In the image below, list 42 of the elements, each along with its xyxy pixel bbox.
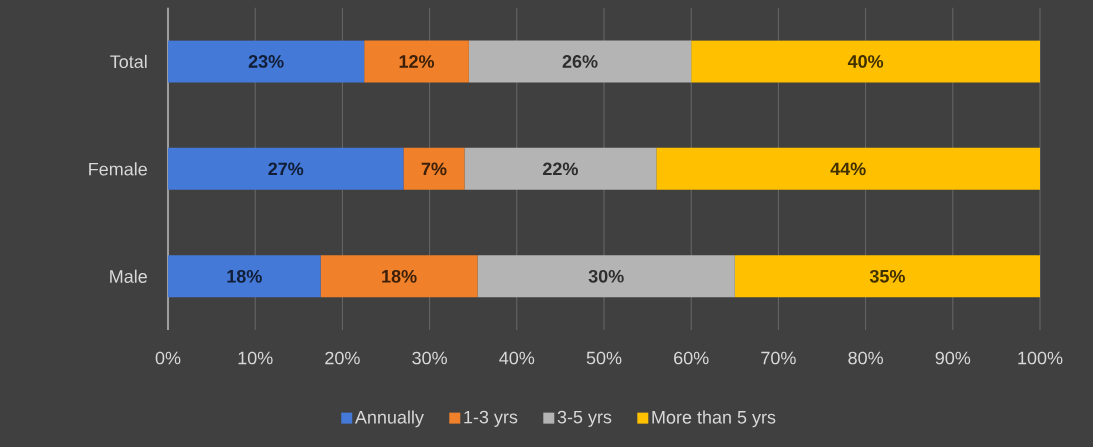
x-tick-label: 70% <box>761 351 796 365</box>
x-tick-label: 50% <box>586 351 622 365</box>
x-tick-label: 60% <box>674 351 709 365</box>
data-label: 27% <box>268 162 304 176</box>
data-label: 22% <box>543 162 578 176</box>
data-label: 44% <box>830 162 866 176</box>
data-label: 30% <box>588 269 624 283</box>
bar <box>364 40 469 83</box>
x-tick-label: 90% <box>935 351 971 365</box>
bar <box>734 255 1041 298</box>
y-tick-label: Male <box>110 269 147 283</box>
data-label: 26% <box>562 55 598 68</box>
bar <box>168 40 365 83</box>
x-tick-label: 100% <box>1018 351 1063 365</box>
data-label: 12% <box>399 55 435 68</box>
legend-label: More than 5 yrs <box>652 410 776 428</box>
legend-label: 1-3 yrs <box>464 410 518 427</box>
data-label: 23% <box>248 55 284 68</box>
y-tick-label: Total <box>110 54 147 69</box>
bar <box>656 147 1041 190</box>
bar <box>468 40 692 83</box>
bar <box>464 147 657 190</box>
x-tick-label: 20% <box>325 351 360 365</box>
bar <box>477 255 735 298</box>
data-label: 18% <box>227 269 262 283</box>
bar <box>403 147 465 190</box>
y-tick-label: Female <box>89 162 147 176</box>
legend-label: Annually <box>354 410 424 428</box>
data-label: 18% <box>382 269 417 283</box>
bar <box>691 40 1041 83</box>
x-tick-label: 80% <box>848 351 883 365</box>
x-tick-label: 10% <box>238 351 273 365</box>
bar <box>168 147 404 190</box>
x-tick-label: 0% <box>155 351 181 365</box>
bar <box>168 255 321 298</box>
x-tick-label: 40% <box>499 351 535 365</box>
x-tick-label: 30% <box>412 351 447 365</box>
data-label: 7% <box>421 162 447 176</box>
legend-label: 3-5 yrs <box>557 410 612 427</box>
bar <box>320 255 478 298</box>
data-label: 35% <box>869 269 905 283</box>
data-label: 40% <box>847 55 884 68</box>
